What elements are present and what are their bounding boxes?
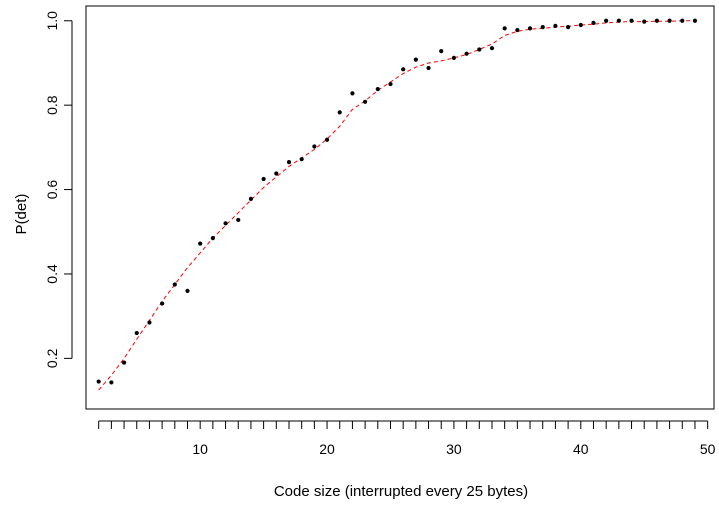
x-tick-label: 40 [573,441,589,457]
data-point [604,18,609,23]
data-point [401,67,406,72]
data-point [566,24,571,30]
data-point [274,171,279,176]
data-point [236,217,241,223]
y-tick-label: 0.2 [44,348,60,368]
data-point [147,320,152,325]
data-point [616,18,621,23]
data-point [121,360,127,365]
data-point [223,221,228,226]
data-point [578,22,583,28]
x-tick-label: 20 [319,441,335,457]
data-point [413,57,418,62]
data-point [363,99,368,104]
x-tick-label: 30 [446,441,462,457]
data-point [591,20,596,25]
x-axis-title: Code size (interrupted every 25 bytes) [274,483,528,500]
data-point [109,380,114,385]
data-point [680,18,685,23]
data-point [654,18,660,23]
data-point [642,19,647,24]
data-point [667,18,672,23]
y-axis-title: P(det) [13,194,30,235]
x-tick-label: 10 [192,441,208,457]
x-axis: 10 20 30 40 50 [98,420,716,457]
data-point [299,157,304,162]
y-tick-label: 0.4 [44,264,60,284]
data-point [439,49,444,54]
data-point [160,301,165,306]
data-point [502,26,507,31]
y-axis: 0.2 0.4 0.6 0.8 1.0 [44,11,73,368]
data-point [388,81,393,87]
data-point [248,196,254,201]
data-point [172,282,177,287]
data-point [540,24,545,30]
y-tick-label: 0.8 [44,95,60,115]
smooth-fit-line [98,20,695,391]
data-point [324,137,330,142]
data-point [286,160,292,165]
data-point [553,23,558,28]
y-tick-label: 1.0 [44,11,60,31]
data-point [350,91,355,96]
data-point [692,18,698,23]
points-layer [96,18,698,385]
data-point [489,46,495,51]
data-point [464,51,469,56]
data-point [629,18,634,23]
data-point [426,65,431,71]
data-point [527,26,533,31]
data-point [515,27,520,33]
y-tick-label: 0.6 [44,180,60,200]
data-point [312,144,317,149]
data-point [477,47,482,52]
data-point [337,110,342,115]
data-point [375,87,380,92]
data-point [261,176,266,182]
data-point [96,379,101,384]
data-point [210,235,215,241]
plot-frame [85,5,715,410]
x-tick-label: 50 [700,441,716,457]
fit-line-layer [98,20,695,391]
data-point [451,55,457,61]
data-point [185,288,190,293]
data-point [198,241,203,246]
data-point [134,330,139,336]
